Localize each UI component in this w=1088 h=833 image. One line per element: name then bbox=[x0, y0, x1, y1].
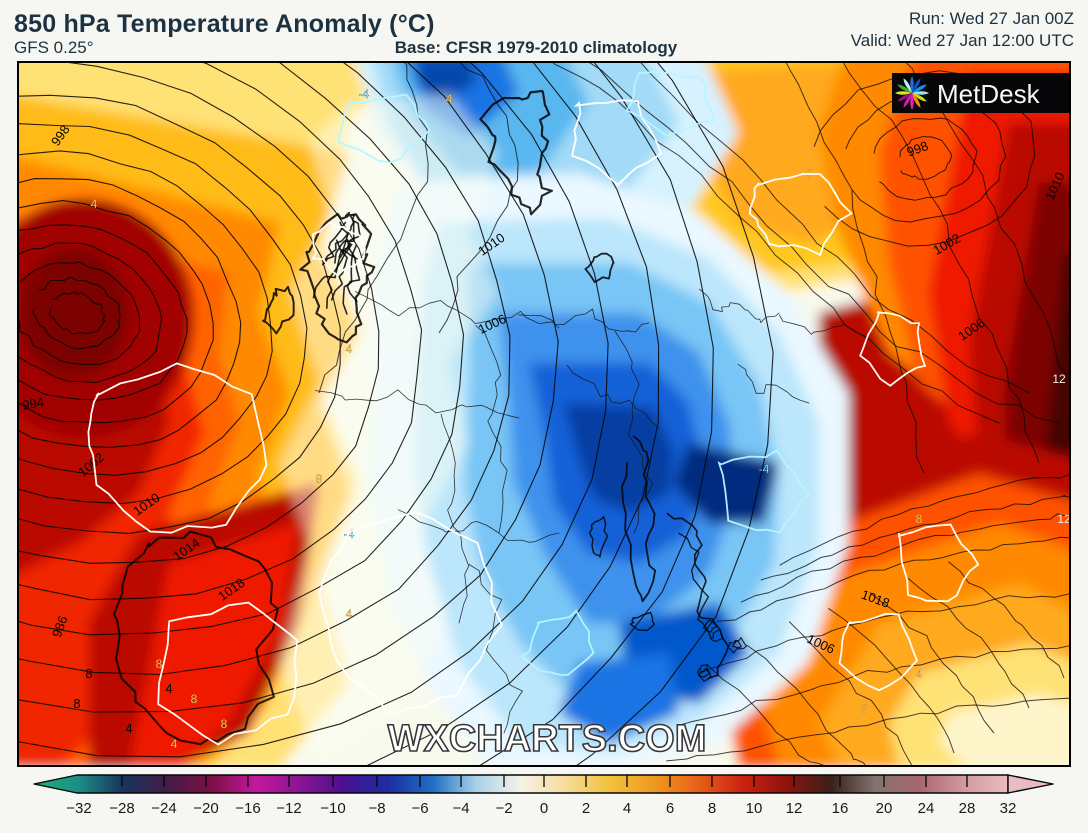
svg-text:8: 8 bbox=[916, 512, 923, 526]
svg-text:4: 4 bbox=[165, 681, 172, 696]
svg-text:4: 4 bbox=[125, 721, 132, 736]
svg-text:4: 4 bbox=[91, 197, 98, 211]
svg-text:WXCHARTS.COM: WXCHARTS.COM bbox=[388, 718, 707, 760]
svg-text:8: 8 bbox=[85, 666, 92, 681]
svg-text:12: 12 bbox=[1052, 372, 1066, 386]
svg-text:8: 8 bbox=[316, 472, 323, 486]
svg-text:8: 8 bbox=[191, 692, 198, 706]
svg-text:12: 12 bbox=[1057, 512, 1071, 526]
svg-text:MetDesk: MetDesk bbox=[937, 79, 1041, 109]
svg-text:8: 8 bbox=[861, 702, 868, 716]
svg-text:4: 4 bbox=[346, 342, 353, 356]
svg-text:4: 4 bbox=[916, 667, 923, 681]
svg-text:8: 8 bbox=[73, 696, 80, 711]
svg-text:8: 8 bbox=[221, 717, 228, 731]
svg-text:-4: -4 bbox=[759, 462, 770, 476]
svg-text:4: 4 bbox=[346, 607, 353, 621]
svg-text:4: 4 bbox=[171, 737, 178, 751]
svg-text:4: 4 bbox=[446, 92, 453, 106]
svg-text:-4: -4 bbox=[359, 87, 370, 101]
